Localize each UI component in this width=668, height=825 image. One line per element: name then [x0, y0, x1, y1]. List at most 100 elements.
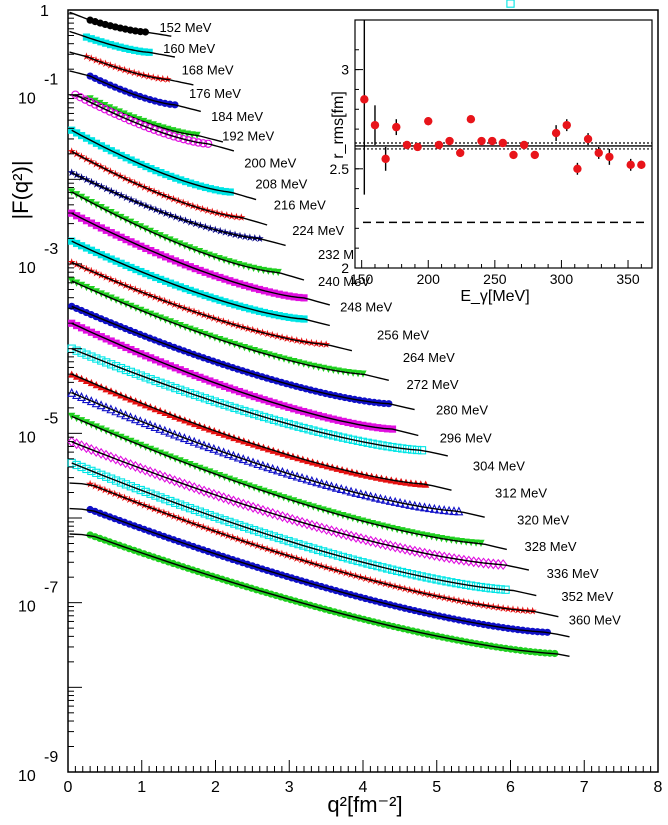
data-point — [297, 516, 307, 528]
data-point — [430, 549, 439, 561]
data-point — [169, 132, 178, 141]
data-point — [299, 541, 308, 550]
series-label: 200 MeV — [244, 155, 296, 170]
data-point — [82, 350, 91, 359]
series-296-mev: 296 MeV — [68, 370, 492, 491]
data-point — [268, 508, 277, 520]
series-label: 224 MeV — [292, 223, 344, 238]
inset-x-tick-label: 250 — [483, 271, 507, 287]
data-point — [274, 417, 284, 426]
radius-point — [509, 150, 518, 160]
data-point — [220, 400, 229, 409]
x-tick-label: 5 — [432, 779, 441, 796]
data-point — [176, 385, 185, 394]
data-point — [230, 403, 239, 413]
data-point — [161, 380, 170, 389]
radius-point — [573, 164, 582, 173]
data-point — [317, 522, 327, 534]
data-point — [314, 427, 323, 436]
series-label: 352 MeV — [561, 589, 613, 604]
data-point — [200, 509, 209, 518]
data-point — [200, 394, 210, 403]
data-point — [86, 479, 95, 488]
series-256-mev: 256 MeV — [68, 277, 429, 381]
data-point — [151, 491, 160, 500]
data-point — [444, 552, 454, 564]
fit-line — [69, 30, 176, 58]
radius-point — [434, 140, 444, 150]
data-point — [324, 430, 333, 439]
series-label: 336 MeV — [547, 566, 599, 581]
inset-data-layer — [355, 20, 652, 224]
data-point — [171, 498, 180, 507]
series-280-mev: 280 MeV — [67, 344, 488, 457]
data-point — [171, 383, 180, 393]
fit-line — [71, 129, 257, 201]
series-label: 304 MeV — [473, 459, 525, 474]
fit-line — [71, 150, 268, 226]
data-point — [343, 554, 352, 563]
series-label: 248 MeV — [340, 299, 392, 314]
radius-point — [498, 138, 508, 148]
y-tick-label: 10 — [18, 768, 36, 785]
radius-point — [402, 140, 412, 150]
data-point — [125, 115, 134, 125]
data-point — [144, 123, 154, 133]
data-point — [284, 536, 293, 546]
data-point — [412, 571, 421, 580]
y-tick-exponent: -3 — [44, 241, 58, 258]
data-point — [337, 527, 346, 539]
data-point — [120, 113, 129, 123]
fit-line — [75, 94, 235, 152]
series-272-mev: 272 MeV — [68, 319, 459, 437]
data-point — [422, 573, 431, 582]
data-point — [166, 496, 175, 506]
series-168-mev: 168 MeV — [69, 51, 234, 86]
data-point — [386, 540, 395, 552]
data-point — [76, 92, 85, 102]
series-320-mev: 320 MeV — [67, 436, 569, 571]
data-point — [136, 485, 145, 495]
data-point — [210, 397, 219, 406]
data-point — [81, 95, 90, 104]
fit-line — [71, 212, 330, 306]
fit-line — [71, 322, 419, 437]
data-point — [258, 504, 268, 516]
data-point — [146, 489, 155, 498]
data-point — [95, 102, 105, 112]
data-point — [97, 470, 106, 479]
main-x-axis: 0 1 2 3 4 5 6 7 8 — [64, 760, 663, 796]
data-point — [312, 521, 322, 533]
x-tick-label: 7 — [580, 779, 589, 796]
data-point — [136, 371, 145, 380]
data-point — [235, 521, 244, 530]
series-360-mev: 360 MeV — [69, 531, 621, 658]
x-tick-label: 8 — [654, 779, 663, 796]
data-point — [415, 546, 425, 558]
series-336-mev: 336 MeV — [69, 479, 599, 618]
data-point — [110, 109, 119, 118]
data-point — [140, 121, 149, 131]
data-point — [116, 478, 126, 487]
data-point — [245, 408, 254, 417]
data-point — [323, 548, 333, 557]
data-point — [420, 547, 429, 559]
data-point — [353, 436, 363, 445]
data-point — [381, 539, 390, 551]
data-point — [195, 392, 205, 401]
data-point — [405, 544, 415, 556]
data-point — [314, 545, 323, 555]
radius-point — [626, 160, 635, 170]
data-point — [210, 512, 219, 521]
fit-line — [69, 70, 201, 113]
data-point — [288, 514, 297, 526]
x-tick-label: 0 — [64, 779, 73, 796]
data-point — [284, 419, 293, 429]
y-tick-label: 10 — [18, 599, 36, 616]
radius-point — [445, 136, 454, 146]
x-tick-label: 3 — [285, 779, 294, 796]
series-label: 240 MeV — [318, 274, 370, 289]
data-point — [243, 500, 253, 512]
data-point — [180, 502, 190, 511]
